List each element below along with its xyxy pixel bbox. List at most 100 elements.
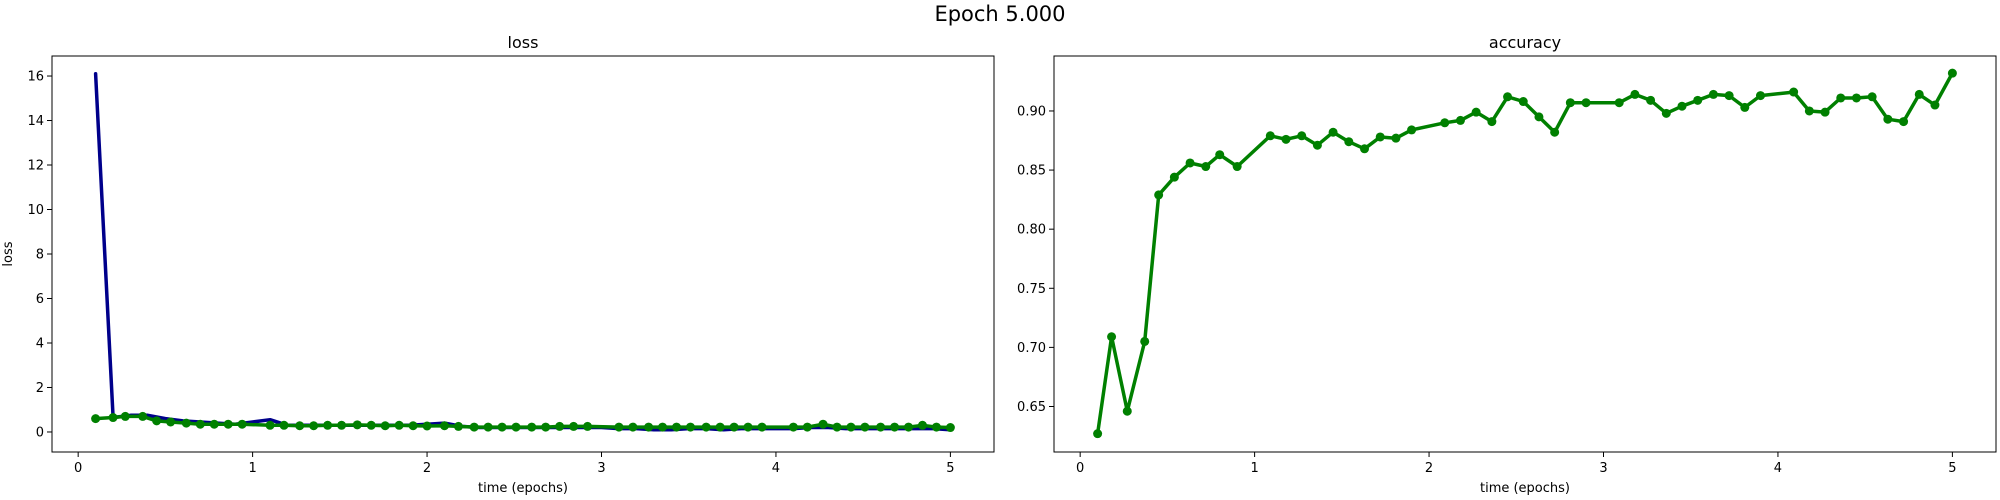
data-point <box>1518 97 1528 107</box>
y-tick-label: 16 <box>27 70 44 85</box>
data-point <box>527 422 537 432</box>
data-point <box>1630 89 1640 99</box>
data-point <box>1201 162 1211 172</box>
x-tick-label: 0 <box>74 461 82 476</box>
data-point <box>152 416 162 426</box>
data-point <box>323 420 333 430</box>
data-point <box>181 418 191 428</box>
x-tick-label: 1 <box>1250 461 1258 476</box>
axes-frame <box>51 55 995 453</box>
data-point <box>802 422 812 432</box>
data-point <box>1455 115 1465 125</box>
y-tick-label: 0.70 <box>1017 341 1046 356</box>
data-point <box>860 422 870 432</box>
data-point <box>108 413 118 423</box>
data-point <box>701 422 711 432</box>
data-point <box>337 420 347 430</box>
data-point <box>422 421 432 431</box>
data-point <box>295 421 305 431</box>
data-point <box>440 421 449 431</box>
data-point <box>195 419 205 429</box>
data-point <box>555 421 565 431</box>
data-point <box>1328 127 1338 137</box>
data-point <box>138 411 148 421</box>
data-point <box>1565 98 1575 108</box>
data-point <box>279 420 289 430</box>
data-point <box>1154 190 1164 200</box>
data-point <box>931 422 941 432</box>
data-point <box>743 422 753 432</box>
y-tick-label: 6 <box>36 292 44 307</box>
data-point <box>1169 172 1179 182</box>
data-point <box>1708 89 1718 99</box>
data-point <box>1344 137 1354 147</box>
data-point <box>917 420 927 430</box>
data-point <box>757 422 767 432</box>
chart-title: accuracy <box>1489 33 1561 52</box>
x-tick-label: 5 <box>946 461 954 476</box>
data-point <box>1107 332 1117 342</box>
data-point <box>1883 114 1893 124</box>
data-point <box>223 419 233 429</box>
data-point <box>1487 117 1497 127</box>
x-tick-label: 5 <box>1948 461 1956 476</box>
chart-panel-2: accuracy 0 1 2 3 4 5 0.65 0.70 0.75 0.80 0.85 0.90 ti… <box>1017 33 1997 496</box>
data-point <box>876 422 886 432</box>
data-point <box>1265 131 1275 141</box>
data-point <box>1093 429 1103 439</box>
data-point <box>1185 158 1195 168</box>
x-tick-label: 4 <box>1774 461 1782 476</box>
data-point <box>209 419 219 429</box>
series-line-1 <box>93 72 953 432</box>
data-point <box>1724 91 1734 101</box>
x-tick-label: 2 <box>1425 461 1433 476</box>
x-tick-label: 2 <box>423 461 431 476</box>
data-point <box>1756 91 1765 101</box>
y-tick-label: 0.85 <box>1017 164 1046 179</box>
y-tick-label: 0.80 <box>1017 223 1046 238</box>
data-point <box>1581 98 1591 108</box>
data-point <box>1360 144 1370 154</box>
x-tick-label: 0 <box>1076 461 1084 476</box>
data-point <box>1836 93 1846 103</box>
data-point <box>1550 127 1560 137</box>
data-point <box>483 422 493 432</box>
data-point <box>658 422 668 432</box>
data-point <box>166 417 176 427</box>
data-point <box>1899 117 1909 127</box>
x-tick-label: 3 <box>1599 461 1607 476</box>
data-point <box>1947 68 1957 78</box>
data-point <box>1867 92 1877 102</box>
data-point <box>672 422 682 432</box>
data-point <box>1804 106 1814 116</box>
data-point <box>1312 140 1322 150</box>
data-point <box>1614 98 1624 108</box>
y-tick-label: 0.75 <box>1017 282 1046 297</box>
data-point <box>715 422 725 432</box>
data-point <box>1122 406 1132 416</box>
data-point <box>1789 87 1799 97</box>
data-point <box>366 420 376 430</box>
data-point <box>846 422 856 432</box>
figure-title: Epoch 5.000 <box>934 2 1066 26</box>
data-point <box>120 411 130 421</box>
data-point <box>832 422 842 432</box>
data-point <box>1375 132 1385 142</box>
data-point <box>91 414 101 424</box>
data-point <box>541 422 551 432</box>
data-point <box>408 421 418 431</box>
data-point <box>309 421 319 431</box>
data-point <box>904 422 914 432</box>
series-line-1 <box>1095 71 1955 436</box>
data-point <box>788 422 798 432</box>
data-point <box>890 422 900 432</box>
y-tick-label: 0.90 <box>1017 104 1046 119</box>
data-point <box>453 421 463 431</box>
data-point <box>1820 107 1830 117</box>
data-point <box>1297 131 1307 141</box>
data-point <box>685 422 695 432</box>
y-tick-label: 10 <box>27 203 44 218</box>
